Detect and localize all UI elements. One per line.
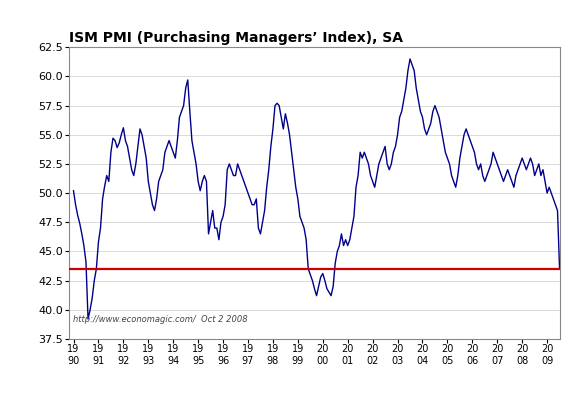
Text: http://www.economagic.com/  Oct 2 2008: http://www.economagic.com/ Oct 2 2008 bbox=[74, 315, 248, 324]
Text: ISM PMI (Purchasing Managers’ Index), SA: ISM PMI (Purchasing Managers’ Index), SA bbox=[69, 31, 403, 45]
